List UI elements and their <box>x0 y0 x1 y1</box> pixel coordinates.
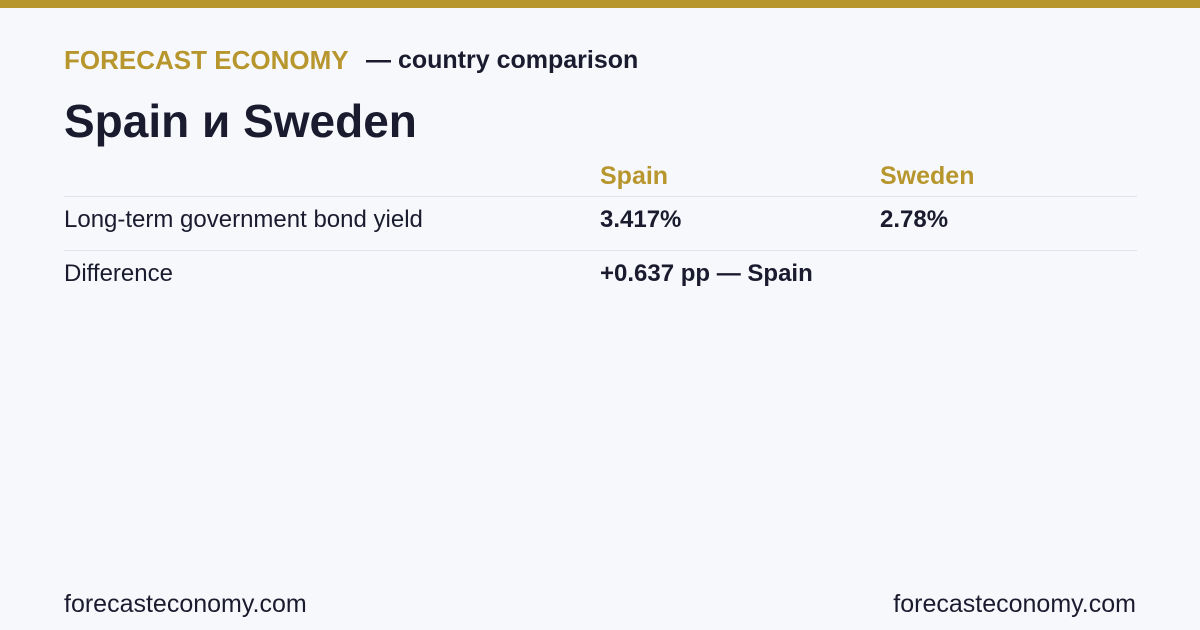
row-label: Long-term government bond yield <box>64 206 423 233</box>
column-header: Spain <box>600 162 669 190</box>
cell-value: +0.637 pp — Spain <box>600 260 813 287</box>
top-accent <box>0 0 1200 8</box>
divider <box>64 250 1137 251</box>
cell-value: 2.78% <box>880 206 949 233</box>
subtitle: — country comparison <box>366 46 639 74</box>
title: Spain и Sweden <box>64 95 417 147</box>
brand: FORECAST ECONOMY <box>64 45 349 75</box>
divider <box>64 196 1137 197</box>
column-header: Sweden <box>880 162 975 190</box>
footer-link: forecasteconomy.com <box>64 590 307 618</box>
cell-value: 3.417% <box>600 206 682 233</box>
row-label: Difference <box>64 260 173 287</box>
footer-link: forecasteconomy.com <box>893 590 1136 618</box>
